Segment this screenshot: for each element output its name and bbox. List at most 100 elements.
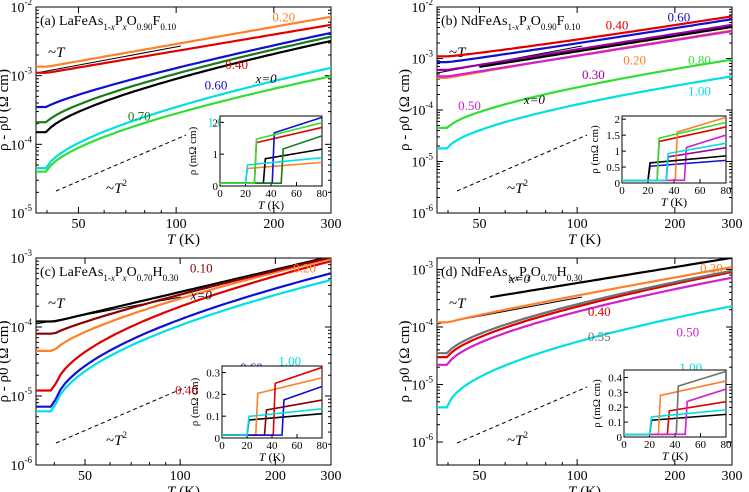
series-label: 0.50 [458,98,481,113]
inset-y-tick-label: 0.5 [606,162,620,174]
series-line-0.60 [437,18,732,64]
title-part: 1- [103,273,111,283]
series-label: 0.40 [225,57,248,72]
x-axis-unit: (K) [576,232,601,248]
series-label: 0.40 [606,18,629,33]
guide-line-T2 [55,134,187,192]
series-label: 0.55 [588,329,611,344]
y-tick-label: 10-4 [412,100,434,119]
inset-x-tick-label: 20 [644,439,656,451]
x-axis-label: T (K) [568,484,601,492]
series-group [437,258,732,409]
y-tick-exponent: -6 [25,455,33,465]
inset-series-1.00 [222,408,323,436]
inset-y-tick-label: 1.5 [606,130,620,142]
inset-series-0.60 [222,385,323,436]
y-tick-exponent: -3 [426,260,434,270]
panel-title: (c) LaFeAs1-xPxO0.70H0.30 [40,265,179,283]
series-label: 0.80 [688,53,711,68]
x-axis-var: T [167,232,177,248]
y-tick-label: 10-3 [412,49,434,68]
inset-y-tick-label: 0 [617,432,623,444]
guide-label-T2: ~T2 [507,430,528,449]
title-part: O [531,14,541,29]
x-axis-label: T (K) [167,484,200,492]
inset-y-tick-label: 1 [615,146,621,158]
inset-x-tick-label: 0 [219,440,225,452]
inset-x-tick-label: 60 [695,185,707,197]
inset-x-label: T (K) [258,198,284,212]
title-part: P [519,14,527,29]
inset-x-label: T (K) [259,450,285,464]
series-label: x=0 [523,92,546,107]
y-tick-label: 10-3 [11,248,33,267]
series-label: 0.40 [588,304,611,319]
series-label: 0.50 [676,325,699,340]
guide-label-var: T [56,45,66,61]
panel-title: (b) NdFeAs1-xPxO0.90F0.10 [441,14,581,32]
y-axis-label: ρ - ρ0 (Ω cm) [0,321,12,403]
x-axis-unit: (K) [175,484,200,492]
y-tick-label: 10-6 [11,455,33,474]
series-group [36,258,331,413]
title-part: x [514,22,519,32]
title-part: 0.90 [541,22,557,32]
title-part: O [531,265,541,280]
series-line-0.40 [437,271,732,359]
inset-plot: 0 20 40 60 80 0 0.1 0.2 0.3 T (K) ρ (mΩ cm) [189,365,328,464]
y-tick-exponent: -2 [426,0,434,7]
guide-label-T: ~T [48,296,66,312]
title-part: (a) LaFeAs [40,14,103,29]
title-part: x [526,273,531,283]
title-part: x [514,273,519,283]
inset-series-1.00 [622,142,727,182]
plot-frame [35,6,332,214]
inset-series-0.80 [220,121,323,184]
series-line-1.00 [36,66,331,170]
title-part: 1- [508,273,516,283]
inset-x-tick-label: 0 [621,439,627,451]
inset-x-unit: (K) [669,449,689,463]
guide-label-var: T [515,181,525,197]
title-part: F [557,14,565,29]
title-part: 0.10 [564,22,580,32]
inset-y-tick-label: 0 [213,181,219,193]
title-part: O [127,14,137,29]
inset-y-tick-label: 0 [215,433,221,445]
inset-frame [221,365,323,439]
series-label: 1.00 [688,84,711,99]
series-line-x=0 [36,39,331,134]
y-tick-exponent: -5 [25,203,33,213]
x-tick-label: 200 [263,217,284,232]
series-line-x=0 [490,258,732,299]
inset-y-label: ρ (mΩ cm) [589,125,601,174]
inset-x-unit: (K) [266,450,286,464]
title-part: 0.90 [137,22,153,32]
series-label: x=0 [255,71,278,86]
series-label: 0.40 [175,383,198,398]
series-label: 0.30 [582,67,605,82]
title-part: 1- [508,22,516,32]
series-line-0.60 [36,31,331,109]
inset-x-tick-label: 60 [695,439,707,451]
x-tick-label: 50 [71,217,85,232]
inset-y-tick-label: 0.3 [608,387,622,399]
plot-frame [436,257,733,466]
y-tick-exponent: -6 [426,203,434,213]
inset-x-label: T (K) [662,449,688,463]
x-axis-var: T [568,484,578,492]
title-part: P [115,14,123,29]
guide-label-T2: ~T2 [507,178,528,197]
x-axis-unit: (K) [175,232,200,248]
y-tick-label: 10-4 [412,317,434,336]
panel-title: (a) LaFeAs1-xPxO0.90F0.10 [40,14,177,32]
y-tick-label: 10-6 [412,432,434,451]
series-label: 0.60 [668,9,691,24]
guide-label-var: T [457,45,467,61]
title-part: 0.70 [541,273,557,283]
series-label: 1.00 [278,354,301,369]
series-line-0.40 [36,23,331,74]
title-part: F [153,14,161,29]
y-tick-label: 10-5 [412,375,434,394]
x-axis-var: T [568,232,578,248]
